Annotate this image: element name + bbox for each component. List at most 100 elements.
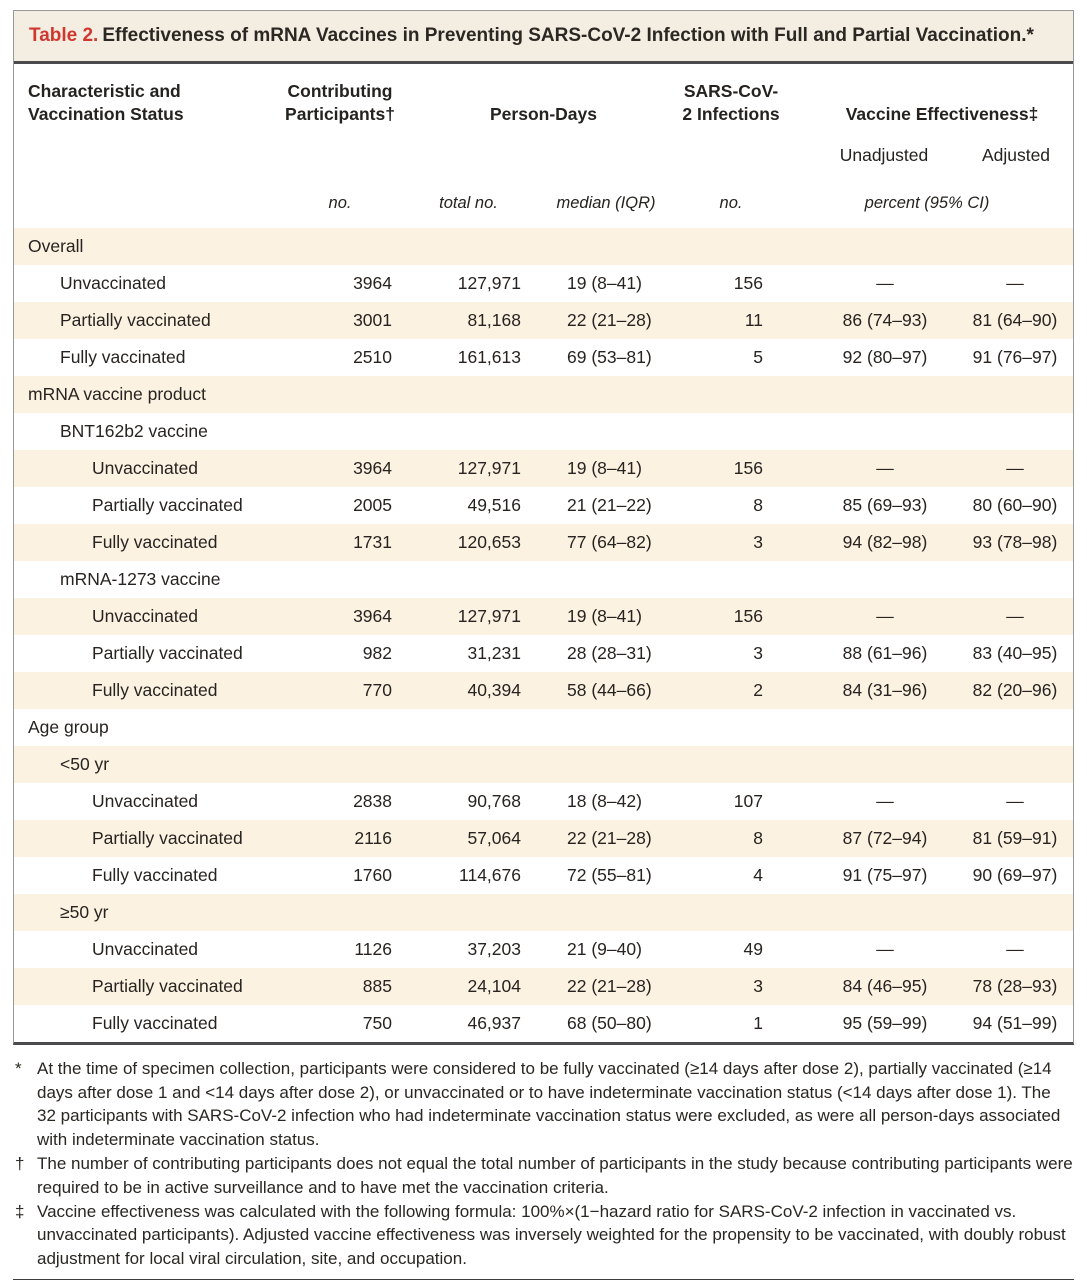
data-cell: 3001 xyxy=(353,309,392,330)
data-cell: 3964 xyxy=(353,457,392,478)
table-row: Fully vaccinated 2510 161,613 69 (53–81) 5 92… xyxy=(14,339,1073,376)
data-cell: — xyxy=(876,605,894,626)
data-cell: 107 xyxy=(733,790,763,811)
data-cell: 81 (64–90) xyxy=(972,309,1058,330)
section-label-cell: Age group xyxy=(28,716,109,737)
data-cell: 81,168 xyxy=(467,309,521,330)
table-body: Overall Unvaccinated 3964 127,971 19 (8–41) 1… xyxy=(14,227,1073,1042)
data-cell: 46,937 xyxy=(467,1012,521,1033)
section-label-cell: mRNA-1273 vaccine xyxy=(60,568,221,589)
data-cell: 90,768 xyxy=(467,790,521,811)
data-cell: 22 (21–28) xyxy=(567,827,652,848)
data-cell: 49 xyxy=(743,938,763,959)
data-cell: 90 (69–97) xyxy=(972,864,1058,885)
table-number-label: Table 2. xyxy=(29,25,99,46)
table-row: Partially vaccinated 3001 81,168 22 (21–28)… xyxy=(14,301,1073,339)
data-cell: 88 (61–96) xyxy=(842,642,928,663)
data-cell: 83 (40–95) xyxy=(972,642,1058,663)
data-cell: 3 xyxy=(753,642,763,663)
section-label-cell: ≥50 yr xyxy=(60,901,109,922)
footnote-text: The number of contributing participants … xyxy=(37,1153,1073,1197)
table-row: Partially vaccinated 2005 49,516 21 (21–22)… xyxy=(14,487,1073,524)
table-row: Fully vaccinated 1731 120,653 77 (64–82) 3 94… xyxy=(14,523,1073,561)
row-label-cell: Unvaccinated xyxy=(92,605,199,626)
data-cell: 91 (75–97) xyxy=(842,864,928,885)
table-row: Age group xyxy=(14,709,1073,746)
data-cell: — xyxy=(1006,790,1024,811)
data-cell: 8 xyxy=(753,494,763,515)
table-title: Table 2. Effectiveness of mRNA Vaccines i… xyxy=(14,11,1073,64)
data-cell: 57,064 xyxy=(467,827,521,848)
footnote-symbol: * xyxy=(15,1058,22,1078)
footnote: † The number of contributing participants… xyxy=(14,1152,1073,1200)
table-row: Unvaccinated 3964 127,971 19 (8–41) 156 — — xyxy=(14,449,1073,487)
data-cell: 37,203 xyxy=(467,938,521,959)
data-cell: 94 (51–99) xyxy=(972,1012,1058,1033)
data-cell: 2838 xyxy=(353,790,392,811)
data-cell: — xyxy=(1006,938,1024,959)
data-cell: 1760 xyxy=(353,864,392,885)
table-row: mRNA vaccine product xyxy=(14,375,1073,413)
data-cell: 82 (20–96) xyxy=(972,679,1058,700)
data-cell: 92 (80–97) xyxy=(842,346,928,367)
row-label-cell: Unvaccinated xyxy=(92,790,199,811)
data-cell: 22 (21–28) xyxy=(567,975,652,996)
table-row: Fully vaccinated 770 40,394 58 (44–66) 2 84 (… xyxy=(14,671,1073,709)
section-label-cell: Overall xyxy=(28,235,84,256)
data-cell: 2 xyxy=(753,679,763,700)
data-cell: 72 (55–81) xyxy=(567,864,652,885)
data-cell: 770 xyxy=(362,679,392,700)
bottom-double-rule xyxy=(13,1278,1074,1280)
data-cell: 19 (8–41) xyxy=(567,272,642,293)
data-cell: 78 (28–93) xyxy=(972,975,1058,996)
column-header-characteristic: Characteristic and Vaccination Status xyxy=(28,80,184,124)
column-header-infections: SARS-CoV-2 Infections xyxy=(682,80,780,124)
table-header: Characteristic and Vaccination Status Co… xyxy=(14,64,1073,228)
data-cell: 982 xyxy=(362,642,392,663)
footnote-text: Vaccine effectiveness was calculated wit… xyxy=(37,1201,1066,1269)
data-cell: 86 (74–93) xyxy=(842,309,928,330)
data-cell: 3964 xyxy=(353,272,392,293)
data-cell: 4 xyxy=(753,864,763,885)
section-label-cell: BNT162b2 vaccine xyxy=(60,420,208,441)
table-row: ≥50 yr xyxy=(14,893,1073,931)
table-row: <50 yr xyxy=(14,745,1073,783)
row-label-cell: Partially vaccinated xyxy=(92,827,243,848)
table-row: Unvaccinated 3964 127,971 19 (8–41) 156 — — xyxy=(14,597,1073,635)
data-cell: 77 (64–82) xyxy=(567,531,652,552)
data-cell: 40,394 xyxy=(467,679,521,700)
data-cell: 80 (60–90) xyxy=(972,494,1058,515)
row-label-cell: Unvaccinated xyxy=(92,938,199,959)
row-label-cell: Unvaccinated xyxy=(92,457,199,478)
data-cell: 2005 xyxy=(353,494,392,515)
data-cell: — xyxy=(876,938,894,959)
unit-effectiveness: percent (95% CI) xyxy=(864,194,990,213)
data-cell: 3 xyxy=(753,531,763,552)
data-cell: — xyxy=(876,457,894,478)
row-label-cell: Partially vaccinated xyxy=(92,642,243,663)
data-cell: — xyxy=(1006,272,1024,293)
data-cell: 2510 xyxy=(353,346,392,367)
row-label-cell: Fully vaccinated xyxy=(60,346,186,367)
data-cell: 11 xyxy=(744,309,763,330)
data-cell: 114,676 xyxy=(459,864,521,885)
data-cell: 3964 xyxy=(353,605,392,626)
data-cell: 8 xyxy=(753,827,763,848)
table-card: Table 2. Effectiveness of mRNA Vaccines i… xyxy=(13,10,1074,1045)
table-row: Partially vaccinated 2116 57,064 22 (21–28)… xyxy=(14,819,1073,857)
data-cell: 18 (8–42) xyxy=(567,790,642,811)
table-row: Partially vaccinated 982 31,231 28 (28–31) 3… xyxy=(14,635,1073,672)
data-cell: 1731 xyxy=(353,531,392,552)
data-cell: 85 (69–93) xyxy=(842,494,928,515)
data-cell: 127,971 xyxy=(457,605,521,626)
data-cell: 885 xyxy=(362,975,392,996)
row-label-cell: Fully vaccinated xyxy=(92,679,218,700)
footnote: * At the time of specimen collection, par… xyxy=(14,1057,1073,1152)
data-cell: 93 (78–98) xyxy=(972,531,1058,552)
data-cell: 22 (21–28) xyxy=(567,309,652,330)
data-cell: 84 (31–96) xyxy=(842,679,928,700)
table-row: Partially vaccinated 885 24,104 22 (21–28) 3… xyxy=(14,967,1073,1005)
data-cell: 127,971 xyxy=(457,272,521,293)
data-cell: 95 (59–99) xyxy=(842,1012,928,1033)
data-cell: 58 (44–66) xyxy=(567,679,652,700)
